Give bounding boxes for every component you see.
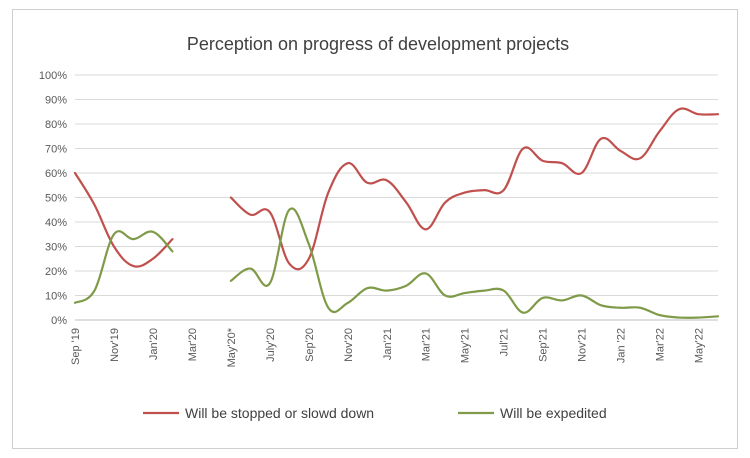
x-tick-label: Nov'20 (343, 328, 355, 362)
x-tick-label: Sep'20 (304, 328, 316, 362)
series-line-2-segment-1 (73, 230, 174, 304)
y-tick-label: 10% (45, 291, 67, 303)
x-tick-label: Sep'21 (538, 328, 550, 362)
x-tick-label: May'20* (226, 327, 238, 367)
y-tick-label: 20% (45, 266, 67, 278)
y-tick-label: 60% (45, 168, 67, 180)
x-tick-label: Nov'19 (109, 328, 121, 362)
y-tick-label: 0% (51, 315, 67, 327)
chart-title: Perception on progress of development pr… (187, 34, 569, 54)
chart-frame: Perception on progress of development pr… (12, 9, 738, 449)
series-line-1-segment-2 (229, 107, 720, 271)
x-tick-label: Sep '19 (70, 328, 82, 365)
x-tick-label: Jan'21 (382, 328, 394, 360)
series-lines (73, 107, 720, 319)
y-tick-label: 40% (45, 217, 67, 229)
x-tick-label: Jan'20 (148, 328, 160, 360)
x-tick-label: Mar'21 (421, 328, 433, 361)
x-tick-label: July'20 (265, 328, 277, 362)
y-tick-label: 50% (45, 193, 67, 205)
y-tick-label: 80% (45, 119, 67, 131)
series-line-1-segment-1 (73, 171, 174, 268)
legend-label-1: Will be stopped or slowd down (185, 405, 374, 421)
y-tick-label: 30% (45, 242, 67, 254)
legend-label-2: Will be expedited (500, 405, 607, 421)
x-tick-label: Nov'21 (577, 328, 589, 362)
x-tick-label: May'21 (460, 328, 472, 363)
y-axis-tick-labels: 0% 10% 20% 30% 40% 50% 60% 70% 80% 90% 100% (39, 70, 67, 327)
x-tick-label: Mar'22 (655, 328, 667, 361)
x-tick-label: May'22 (694, 328, 706, 363)
chart-svg: Perception on progress of development pr… (39, 34, 720, 421)
series-line-2-segment-2 (229, 207, 720, 319)
x-tick-label: Jan '22 (616, 328, 628, 363)
gridlines (75, 74, 718, 321)
y-tick-label: 90% (45, 95, 67, 107)
y-tick-label: 100% (39, 70, 67, 82)
x-tick-label: Mar'20 (187, 328, 199, 361)
x-axis-tick-labels: Sep '19 Nov'19 Jan'20 Mar'20 May'20* July'20 S… (70, 327, 706, 367)
x-tick-label: Jul'21 (499, 328, 511, 356)
legend: Will be stopped or slowd down Will be exp… (143, 405, 607, 421)
y-tick-label: 70% (45, 144, 67, 156)
